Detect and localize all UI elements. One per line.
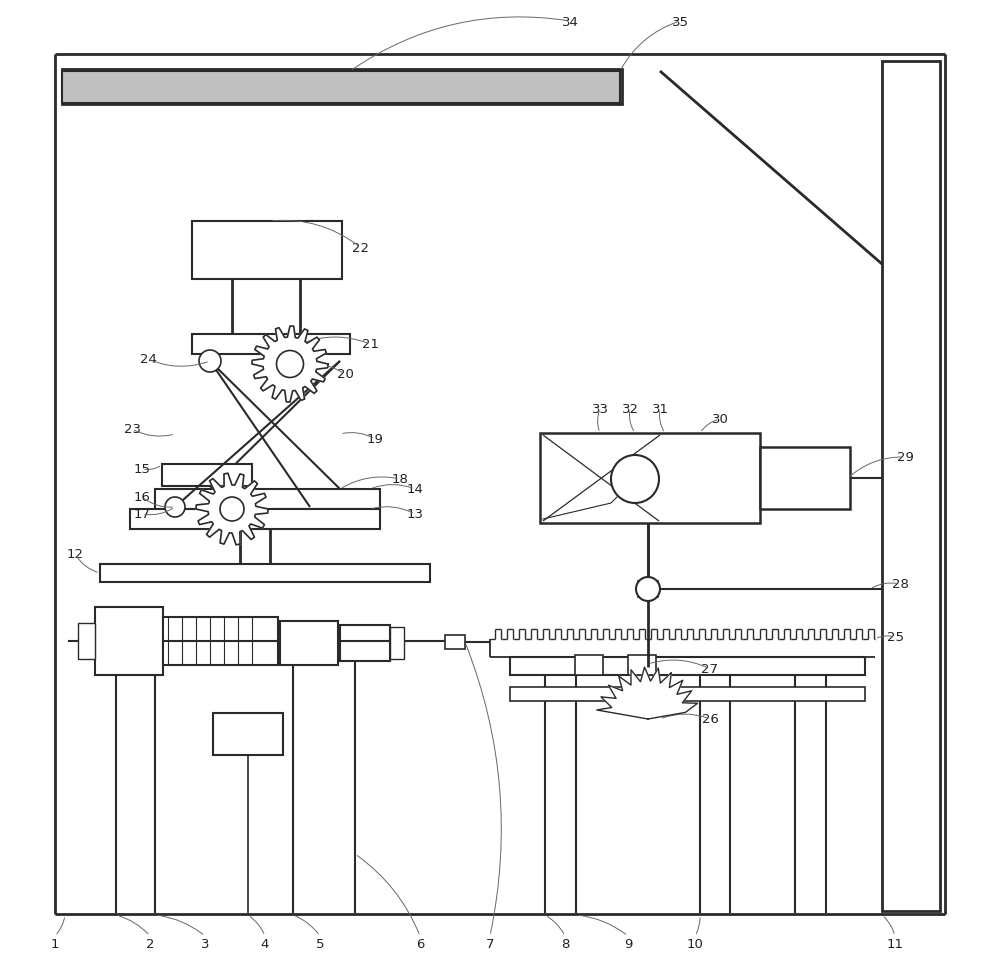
Circle shape [199, 351, 221, 373]
Text: 5: 5 [316, 938, 324, 951]
Text: 20: 20 [337, 368, 353, 381]
Text: 35: 35 [672, 16, 688, 28]
Text: 14: 14 [407, 483, 423, 496]
Text: 8: 8 [561, 938, 569, 951]
Text: 21: 21 [362, 338, 379, 351]
Text: 28: 28 [892, 578, 908, 591]
Text: 10: 10 [687, 938, 703, 951]
Bar [130, 510, 380, 529]
Text: 17: 17 [134, 508, 151, 521]
Polygon shape [252, 327, 328, 402]
Text: 29: 29 [897, 451, 913, 464]
Text: 9: 9 [624, 938, 632, 951]
Circle shape [220, 497, 244, 521]
Text: 1: 1 [51, 938, 59, 951]
Bar [192, 334, 350, 355]
Bar [390, 627, 404, 659]
Bar [445, 636, 465, 649]
Text: 24: 24 [140, 353, 156, 366]
Bar [62, 72, 620, 104]
Bar [163, 617, 278, 666]
Bar [78, 623, 95, 659]
Bar [510, 657, 865, 675]
Circle shape [277, 351, 304, 378]
Text: 30: 30 [712, 413, 728, 426]
Polygon shape [597, 668, 698, 719]
Text: 12: 12 [67, 547, 84, 561]
Bar [638, 581, 658, 597]
Bar [540, 433, 760, 523]
Bar [510, 687, 865, 702]
Text: 13: 13 [407, 508, 424, 521]
Bar [340, 625, 390, 661]
Text: 16: 16 [134, 491, 150, 504]
Text: 27: 27 [702, 663, 718, 675]
Text: 3: 3 [201, 938, 209, 951]
Circle shape [611, 455, 659, 504]
Text: 18: 18 [392, 473, 408, 486]
Bar [100, 564, 430, 582]
Text: 7: 7 [486, 938, 494, 951]
Text: 4: 4 [261, 938, 269, 951]
Bar [760, 448, 850, 510]
Bar [95, 608, 163, 675]
Text: 6: 6 [416, 938, 424, 951]
Text: 23: 23 [124, 423, 141, 436]
Text: 22: 22 [352, 241, 369, 254]
Bar [628, 655, 656, 675]
Bar [62, 70, 622, 105]
Bar [192, 222, 342, 280]
Bar [155, 489, 380, 510]
Text: 26: 26 [702, 713, 718, 726]
Text: 34: 34 [562, 16, 578, 28]
Bar [882, 62, 940, 911]
Text: 33: 33 [592, 403, 608, 416]
Circle shape [636, 578, 660, 602]
Text: 19: 19 [367, 433, 383, 446]
Bar [575, 655, 603, 675]
Polygon shape [196, 474, 268, 546]
Text: 11: 11 [887, 938, 904, 951]
Text: 2: 2 [146, 938, 154, 951]
Bar [213, 713, 283, 755]
Text: 32: 32 [622, 403, 639, 416]
Text: 15: 15 [134, 463, 151, 476]
Text: 31: 31 [652, 403, 668, 416]
Circle shape [165, 497, 185, 517]
Bar [280, 621, 338, 666]
Text: 25: 25 [887, 631, 904, 643]
Bar [162, 464, 252, 486]
